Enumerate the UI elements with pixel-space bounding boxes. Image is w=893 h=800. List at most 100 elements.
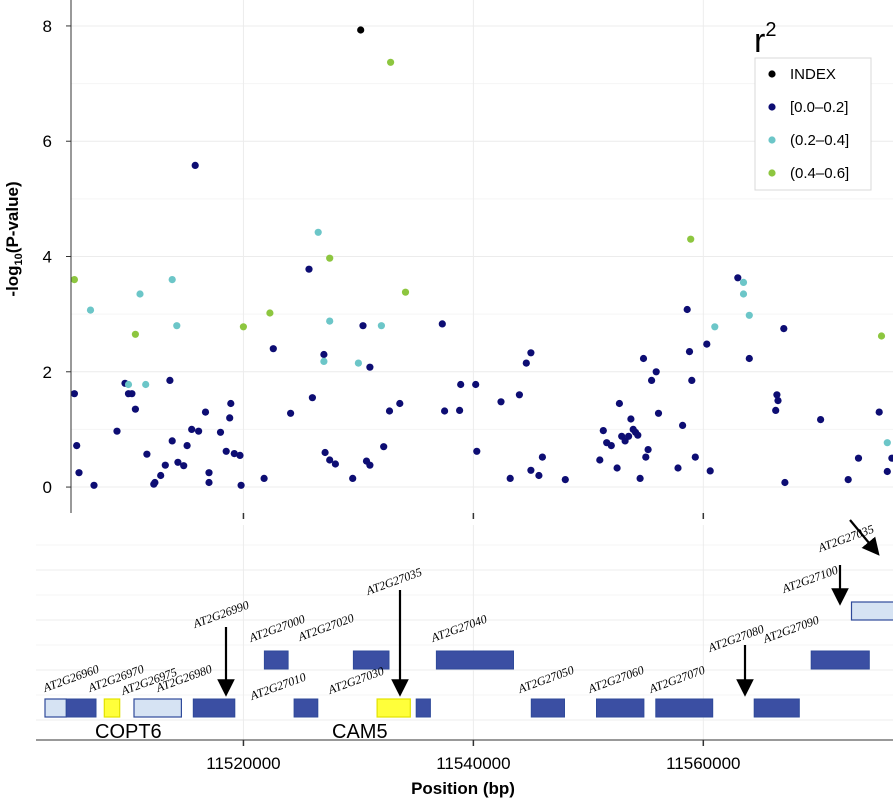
data-point	[168, 276, 176, 284]
data-point	[745, 311, 753, 319]
data-point	[380, 443, 388, 451]
y-axis-title-main: -log	[3, 265, 22, 296]
association-gridlines	[71, 0, 893, 513]
data-point	[173, 322, 181, 330]
data-point	[739, 278, 748, 286]
data-point	[320, 357, 328, 365]
data-point	[703, 340, 711, 348]
data-point	[366, 461, 374, 469]
gene-box	[44, 698, 67, 718]
x-tick-label: 11540000	[436, 754, 510, 773]
data-point	[535, 471, 543, 480]
data-point	[817, 416, 825, 424]
data-point	[739, 290, 748, 298]
data-point	[113, 427, 121, 435]
data-point	[888, 454, 893, 462]
data-point	[674, 464, 682, 472]
legend-label: (0.4–0.6]	[790, 165, 849, 182]
x-tick-label: 11520000	[206, 754, 280, 773]
data-point	[157, 471, 165, 480]
legend-label: (0.2–0.4]	[790, 132, 849, 149]
gene-name-copt6: COPT6	[95, 721, 162, 743]
data-point	[711, 323, 719, 331]
data-point	[188, 425, 196, 433]
legend-title-main: r	[754, 22, 765, 60]
y-axis-title-rest: (P-value)	[3, 181, 22, 253]
data-point	[161, 461, 169, 469]
data-point	[191, 161, 199, 169]
data-point	[627, 415, 635, 423]
data-point	[128, 390, 136, 398]
association-points	[70, 26, 893, 489]
data-point	[201, 408, 210, 416]
data-point	[527, 349, 535, 357]
data-point	[781, 478, 789, 487]
data-point	[625, 432, 633, 440]
data-point	[359, 322, 367, 330]
gene-box	[655, 698, 714, 718]
data-point	[883, 467, 891, 476]
data-point	[131, 405, 139, 413]
y-tick-label: 4	[43, 248, 52, 267]
gene-box	[65, 698, 97, 718]
data-point	[239, 323, 247, 331]
gene-box	[263, 650, 289, 670]
data-point	[883, 439, 891, 447]
data-point	[70, 276, 78, 284]
data-point	[615, 399, 624, 408]
data-point	[354, 359, 362, 367]
gene-box	[435, 650, 514, 670]
data-point	[131, 330, 139, 338]
gene-box	[133, 698, 183, 718]
gene-boxes	[44, 601, 893, 718]
data-point	[266, 309, 274, 317]
data-point	[305, 265, 313, 273]
data-point	[652, 368, 660, 376]
data-point	[143, 450, 151, 458]
x-axis-ticks: 11520000 11540000 11560000	[206, 740, 740, 773]
gene-box	[596, 698, 645, 718]
x-tick-label: 11560000	[666, 754, 740, 773]
data-point	[377, 322, 385, 330]
data-point	[385, 407, 394, 415]
data-point	[174, 458, 182, 466]
data-point	[438, 320, 446, 328]
data-point	[166, 376, 174, 384]
data-point	[473, 447, 481, 455]
data-point	[456, 406, 464, 414]
data-point	[687, 235, 695, 243]
data-point	[639, 354, 648, 363]
data-point	[90, 481, 98, 489]
data-point	[269, 345, 277, 353]
gene-box	[810, 650, 870, 670]
gene-arrow	[849, 519, 880, 556]
gene-box	[753, 698, 800, 718]
legend-title: r2	[754, 19, 776, 60]
data-point	[685, 348, 694, 356]
data-point	[142, 380, 150, 389]
y-axis-title: -log10(P-value)	[3, 181, 25, 296]
data-point	[691, 453, 699, 461]
upper-x-axis-ticks	[242, 513, 705, 519]
data-point	[497, 398, 505, 406]
data-point	[596, 456, 604, 464]
legend-title-superscript: 2	[765, 19, 776, 41]
data-point	[472, 380, 480, 389]
data-point	[599, 427, 607, 435]
data-point	[457, 380, 465, 389]
data-point	[287, 409, 295, 417]
gene-track-gridlines	[36, 525, 893, 740]
legend-key	[768, 169, 776, 177]
data-point	[772, 406, 780, 414]
data-point	[644, 446, 652, 454]
gene-name-cam5: CAM5	[332, 721, 388, 743]
legend-entries: INDEX [0.0–0.2] (0.2–0.4] (0.4–0.6]	[768, 66, 849, 182]
data-point	[648, 376, 656, 384]
data-point	[168, 437, 176, 445]
data-point	[538, 453, 547, 461]
y-tick-label: 6	[43, 132, 52, 151]
data-point	[86, 306, 95, 314]
data-point	[780, 325, 788, 333]
